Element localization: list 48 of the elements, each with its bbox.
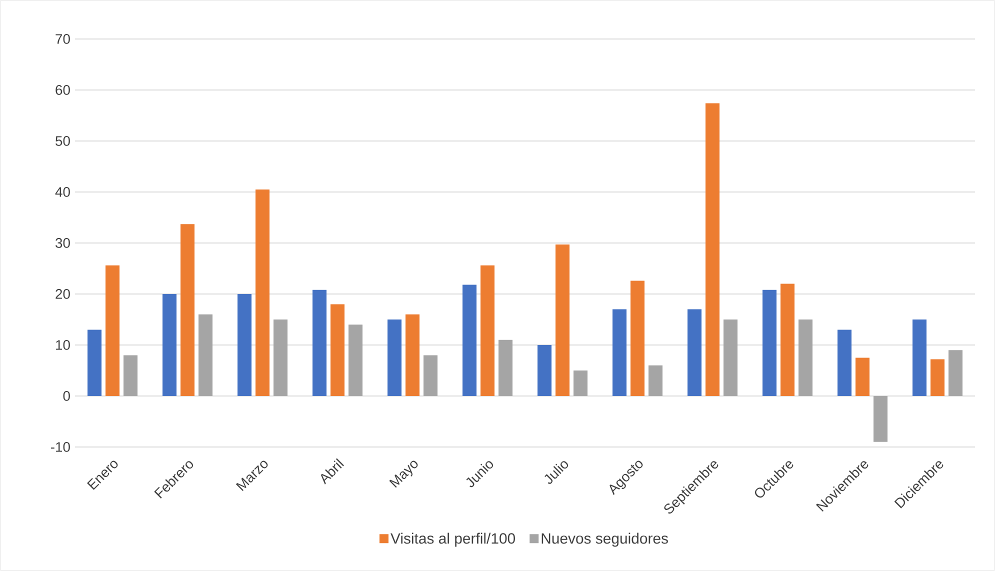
x-tick-label: Julio [544,461,568,484]
bar [948,350,963,396]
bar [706,103,720,396]
bar [856,358,870,396]
bar [480,265,495,396]
bar [198,314,213,396]
legend-label: Visitas al perfil/100 [390,532,516,547]
y-tick-label: 0 [63,391,70,401]
y-tick-label: 60 [56,85,70,95]
bar [556,244,570,396]
bar [180,224,195,396]
bar [724,319,738,396]
bar [574,370,588,396]
bar [274,319,288,396]
bar [930,359,945,396]
bar [124,355,138,396]
bar [688,309,702,396]
bar [798,319,813,396]
y-tick-label: 20 [56,289,70,299]
bar [630,280,645,396]
bar [538,344,552,396]
y-tick-label: 30 [56,238,70,248]
y-tick-label: 70 [56,34,70,44]
bar [424,355,438,396]
bar [780,284,795,396]
bar [106,265,120,396]
bar [406,314,420,396]
bar [838,330,852,396]
bar [238,294,252,396]
bar [162,294,177,396]
y-tick-label: -10 [50,442,70,452]
bar [348,324,363,396]
bar [498,340,513,396]
y-tick-label: 10 [56,340,70,350]
bar [330,304,345,396]
bar [612,309,627,396]
y-tick-label: 40 [55,187,70,197]
bar [648,365,663,396]
bar [874,396,888,442]
bar [388,319,402,396]
bar [256,189,270,396]
bar [312,290,327,396]
bar [88,330,102,396]
bar [912,319,927,396]
y-tick-label: 50 [56,136,70,146]
bar [462,284,477,396]
legend-label: Nuevos seguidores [542,532,668,547]
bar [762,290,777,396]
